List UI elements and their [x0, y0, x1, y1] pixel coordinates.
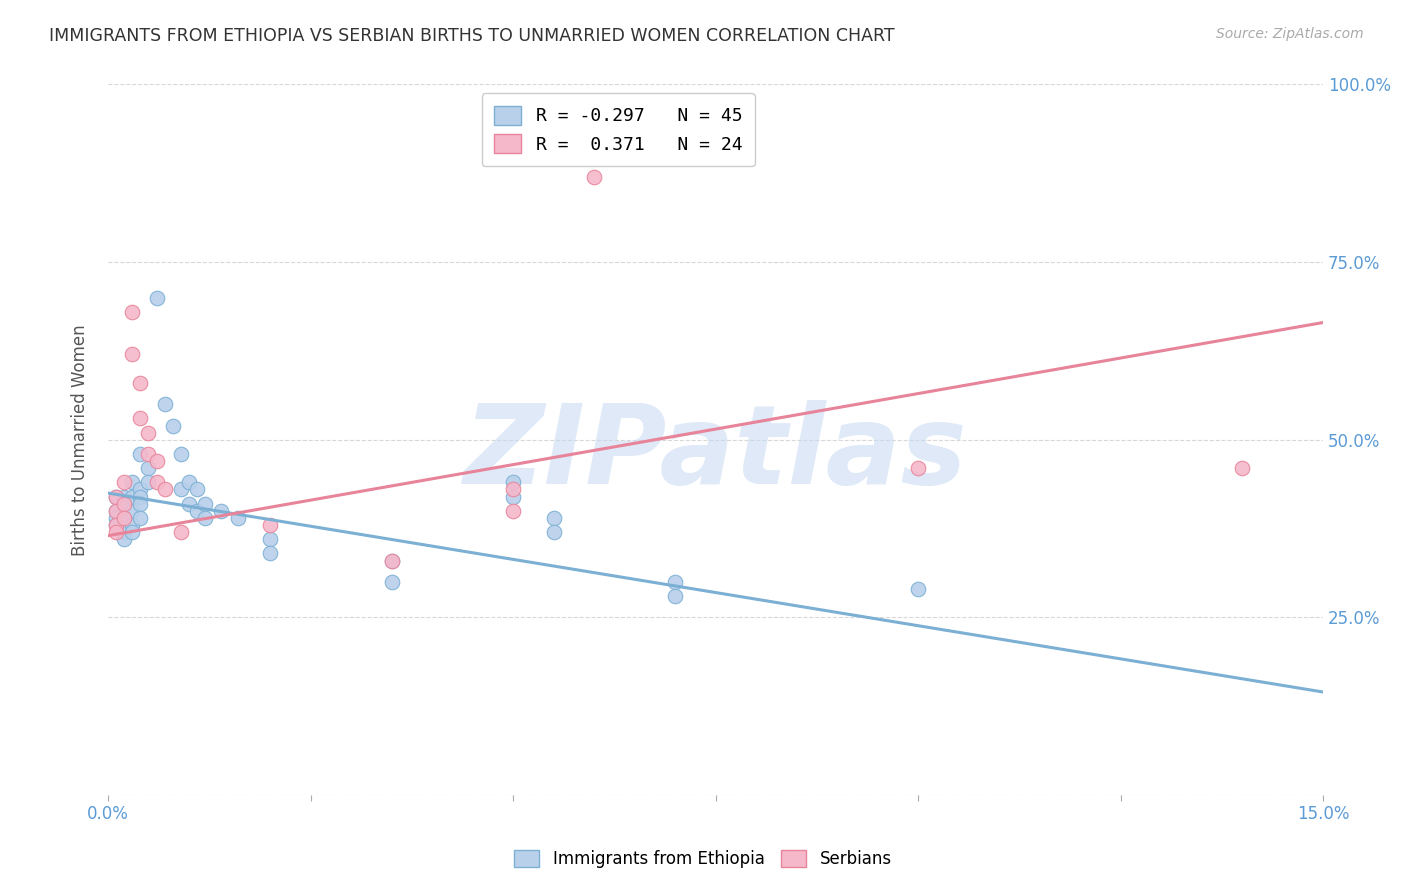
Point [105, 504, 128, 518]
Point [502, 483, 524, 497]
Point [153, 483, 176, 497]
Point [380, 553, 402, 567]
Point [129, 483, 152, 497]
Point [138, 475, 160, 490]
Point [186, 483, 208, 497]
Point [502, 490, 524, 504]
Point [543, 525, 565, 540]
Point [259, 546, 281, 560]
Point [138, 461, 160, 475]
Point [138, 425, 160, 440]
Point [664, 589, 686, 603]
Point [121, 347, 143, 361]
Point [145, 291, 167, 305]
Point [129, 376, 152, 390]
Point [170, 483, 193, 497]
Text: Source: ZipAtlas.com: Source: ZipAtlas.com [1216, 27, 1364, 41]
Point [194, 497, 217, 511]
Point [664, 574, 686, 589]
Point [105, 511, 128, 525]
Point [145, 454, 167, 468]
Y-axis label: Births to Unmarried Women: Births to Unmarried Women [72, 324, 89, 556]
Point [380, 553, 402, 567]
Point [1230, 461, 1253, 475]
Point [112, 533, 135, 547]
Point [105, 525, 128, 540]
Point [209, 504, 232, 518]
Point [105, 490, 128, 504]
Point [170, 447, 193, 461]
Legend: Immigrants from Ethiopia, Serbians: Immigrants from Ethiopia, Serbians [508, 843, 898, 875]
Point [112, 511, 135, 525]
Point [112, 475, 135, 490]
Point [112, 497, 135, 511]
Point [145, 475, 167, 490]
Point [177, 475, 200, 490]
Point [907, 582, 929, 596]
Point [170, 525, 193, 540]
Point [502, 475, 524, 490]
Point [380, 574, 402, 589]
Point [138, 447, 160, 461]
Point [105, 518, 128, 533]
Legend: R = -0.297   N = 45, R =  0.371   N = 24: R = -0.297 N = 45, R = 0.371 N = 24 [482, 94, 755, 167]
Point [112, 490, 135, 504]
Point [259, 518, 281, 533]
Point [583, 169, 606, 184]
Point [121, 305, 143, 319]
Point [502, 504, 524, 518]
Point [121, 518, 143, 533]
Point [121, 490, 143, 504]
Point [186, 504, 208, 518]
Point [194, 511, 217, 525]
Point [121, 475, 143, 490]
Point [112, 497, 135, 511]
Point [129, 490, 152, 504]
Point [907, 461, 929, 475]
Point [105, 490, 128, 504]
Point [129, 511, 152, 525]
Point [129, 411, 152, 425]
Point [177, 497, 200, 511]
Text: IMMIGRANTS FROM ETHIOPIA VS SERBIAN BIRTHS TO UNMARRIED WOMEN CORRELATION CHART: IMMIGRANTS FROM ETHIOPIA VS SERBIAN BIRT… [49, 27, 894, 45]
Point [226, 511, 249, 525]
Point [162, 418, 184, 433]
Point [129, 447, 152, 461]
Point [105, 504, 128, 518]
Point [112, 511, 135, 525]
Text: ZIPatlas: ZIPatlas [464, 401, 967, 508]
Point [259, 533, 281, 547]
Point [153, 397, 176, 411]
Point [121, 504, 143, 518]
Point [121, 525, 143, 540]
Point [112, 525, 135, 540]
Point [543, 511, 565, 525]
Point [129, 497, 152, 511]
Point [105, 518, 128, 533]
